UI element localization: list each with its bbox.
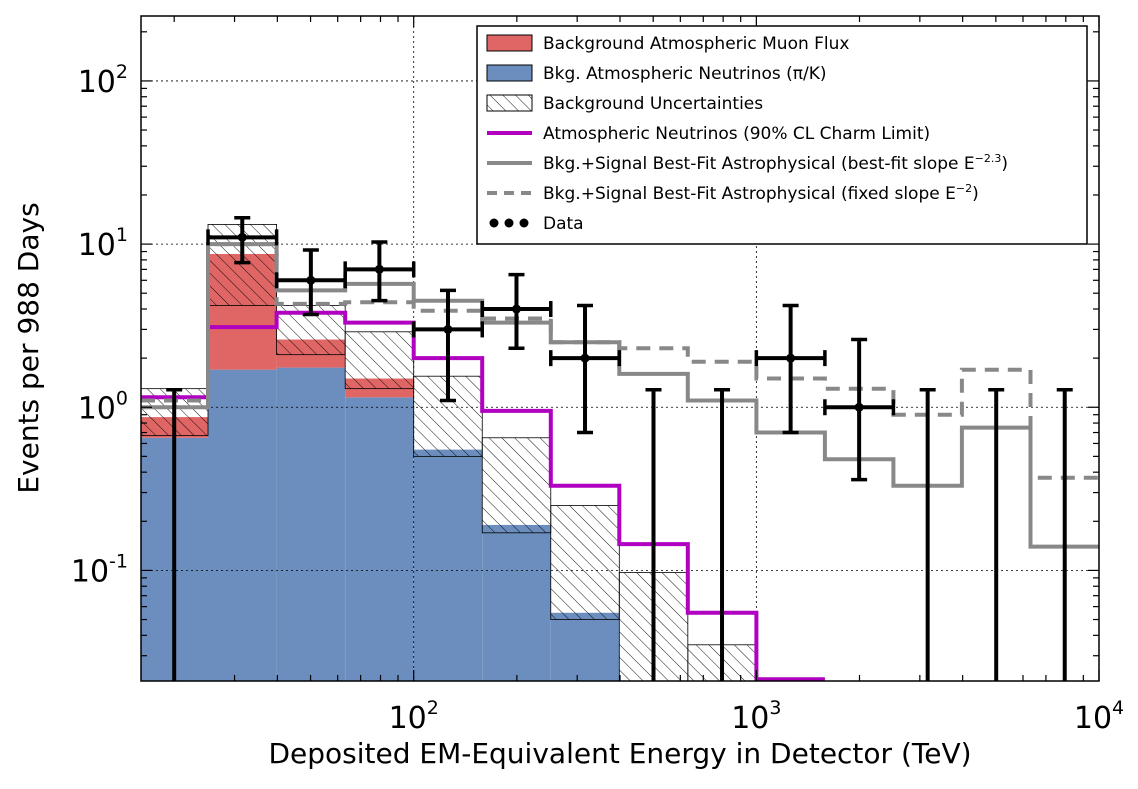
data-marker-3 [374, 264, 384, 274]
bar-0-3 [345, 397, 414, 681]
legend-entry-2: Background Uncertainties [486, 94, 763, 114]
legend-dot-0 [489, 218, 499, 228]
legend-entry-1: Bkg. Atmospheric Neutrinos (π/K) [486, 64, 827, 84]
data-point-8 [714, 388, 731, 681]
legend-label-5: Bkg.+Signal Best-Fit Astrophysical (fixe… [543, 182, 979, 204]
uncertainty-band-5 [481, 437, 552, 534]
legend-label-3: Atmospheric Neutrinos (90% CL Charm Limi… [543, 124, 930, 144]
legend-entry-4: Bkg.+Signal Best-Fit Astrophysical (best… [487, 152, 1008, 174]
legend-label-6: Data [543, 214, 584, 234]
data-marker-5 [511, 304, 521, 314]
data-point-9 [754, 303, 827, 435]
y-tick-label-1: 100 [78, 387, 128, 426]
data-point-2 [274, 248, 347, 317]
data-marker-2 [306, 275, 316, 285]
bar-0-6 [550, 612, 620, 681]
legend-box [476, 25, 1088, 245]
data-point-7 [645, 388, 662, 681]
bar-0-5 [482, 524, 551, 681]
axis-ticks: 102 103 104 10-1 100 101 102 [71, 16, 1124, 736]
data-point-4 [411, 288, 484, 403]
legend-label-1: Bkg. Atmospheric Neutrinos (π/K) [543, 64, 827, 84]
x-axis-label: Deposited EM-Equivalent Energy in Detect… [268, 737, 971, 770]
data-point-11 [919, 388, 936, 681]
legend-dot-1 [504, 218, 514, 228]
y-tick-label-3: 102 [78, 61, 128, 100]
legend-swatch-1 [486, 64, 533, 82]
data-point-5 [480, 272, 553, 350]
uncertainty-band-6 [550, 505, 620, 620]
data-points [166, 216, 1073, 681]
legend-label-4: Bkg.+Signal Best-Fit Astrophysical (best… [543, 152, 1008, 174]
data-marker-9 [786, 353, 796, 363]
x-tick-label-2: 104 [1074, 697, 1124, 736]
y-tick-label-0: 10-1 [71, 550, 128, 589]
legend-swatch-2 [486, 94, 533, 112]
legend-entry-0: Background Atmospheric Muon Flux [486, 34, 849, 54]
legend-dot-2 [519, 218, 529, 228]
data-marker-6 [580, 353, 590, 363]
y-axis-label: Events per 988 Days [12, 202, 45, 493]
line-series-0 [141, 310, 825, 681]
x-tick-label-0: 102 [389, 697, 439, 736]
x-tick-label-1: 103 [731, 697, 781, 736]
data-point-10 [823, 337, 896, 482]
data-marker-10 [854, 402, 864, 412]
bar-0-2 [276, 367, 346, 681]
data-point-13 [1056, 388, 1073, 681]
uncertainty-band-3 [344, 331, 415, 390]
legend-entry-5: Bkg.+Signal Best-Fit Astrophysical (fixe… [487, 182, 979, 204]
legend-swatch-0 [486, 34, 533, 52]
bar-0-4 [413, 449, 483, 681]
data-marker-1 [237, 232, 247, 242]
data-point-1 [206, 216, 279, 265]
legend-label-0: Background Atmospheric Muon Flux [543, 34, 849, 54]
data-point-3 [343, 240, 416, 303]
data-marker-4 [443, 324, 453, 334]
y-tick-label-2: 101 [78, 224, 128, 263]
bar-0-1 [208, 369, 277, 681]
legend-entry-6: Data [489, 214, 584, 234]
data-point-0 [166, 388, 183, 681]
data-point-6 [549, 303, 622, 435]
legend-label-2: Background Uncertainties [543, 94, 763, 114]
legend-entry-3: Atmospheric Neutrinos (90% CL Charm Limi… [487, 124, 930, 144]
data-point-12 [988, 388, 1005, 681]
legend: Background Atmospheric Muon Flux Bkg. Atm… [476, 25, 1088, 245]
